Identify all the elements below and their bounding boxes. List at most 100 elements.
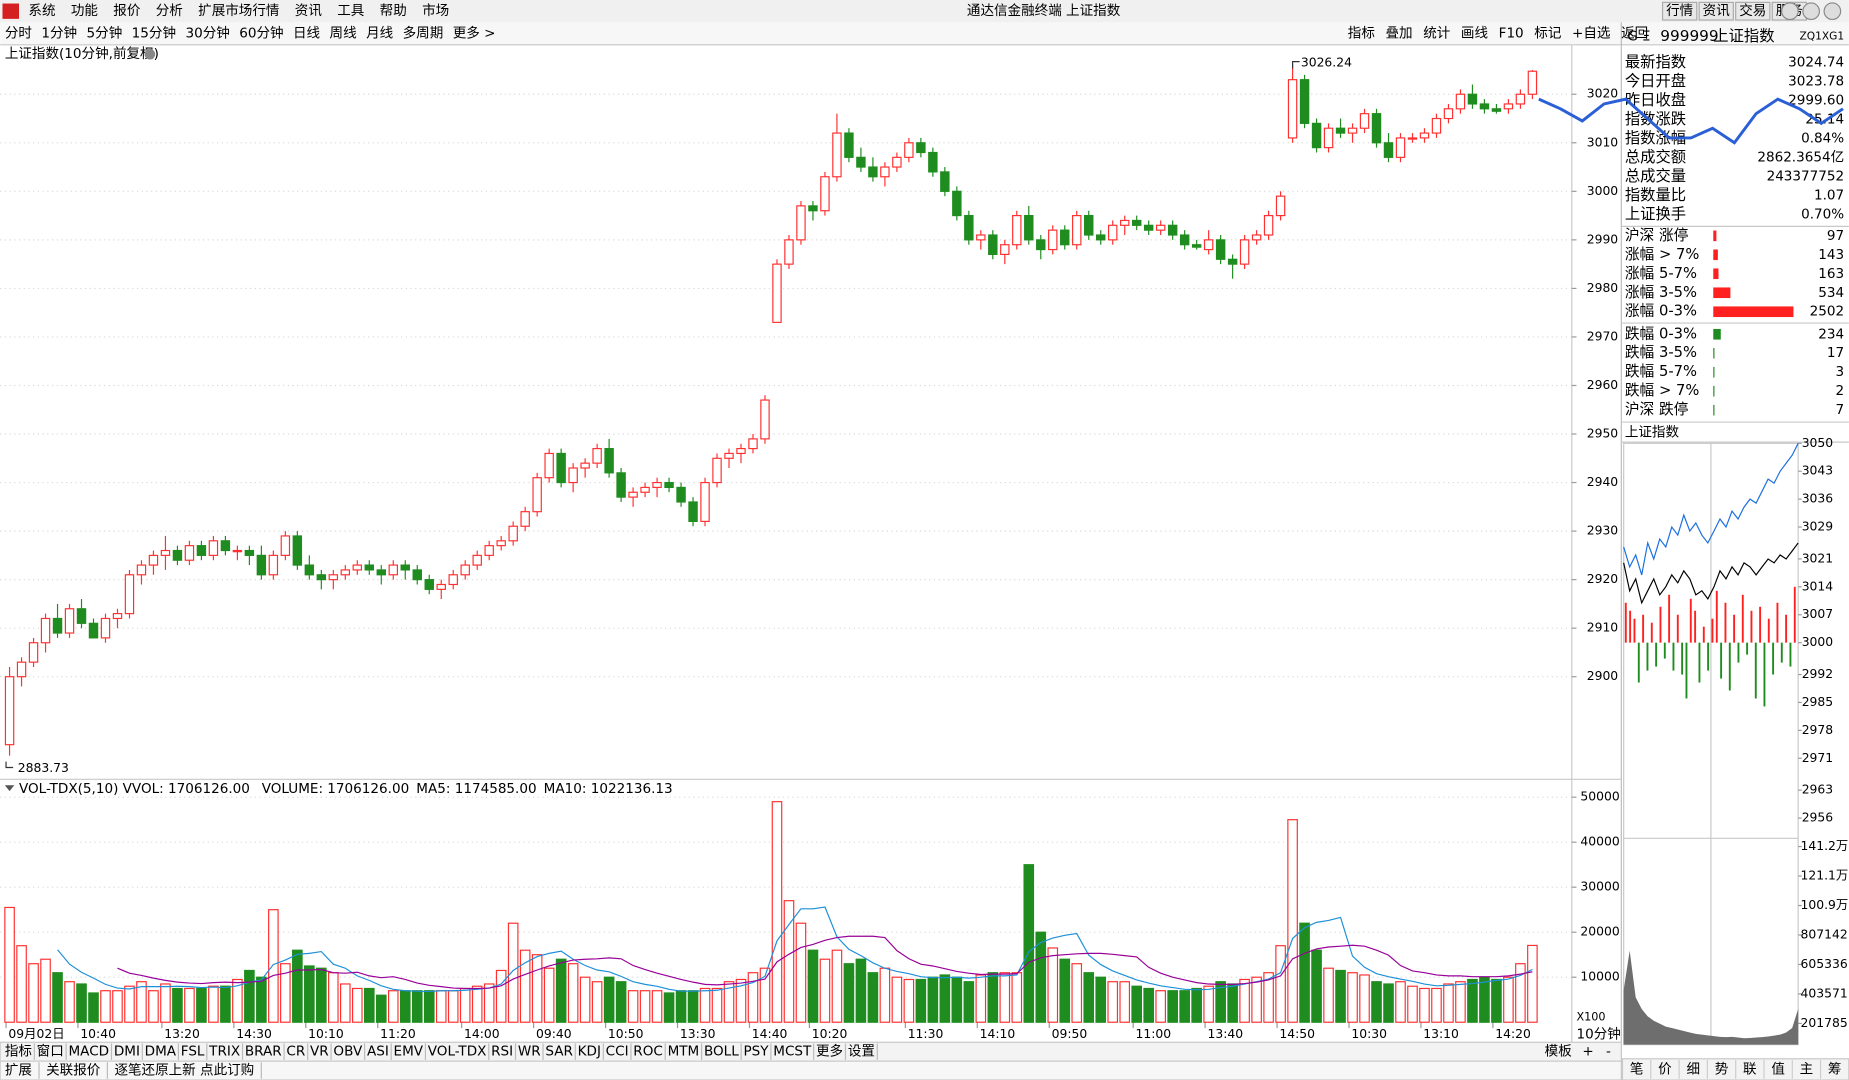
candle-body	[1287, 79, 1298, 139]
top-button[interactable]	[1735, 1, 1771, 21]
indicator-tab[interactable]: EMV	[394, 1044, 424, 1060]
status-item[interactable]: 逐笔还原上新 点此订购	[114, 1063, 254, 1079]
indicator-tab[interactable]: MTM	[668, 1044, 700, 1060]
top-button[interactable]	[1661, 1, 1698, 21]
candle-body	[40, 617, 51, 644]
period-tab[interactable]: 60分钟	[239, 25, 283, 42]
status-item[interactable]: 扩展	[5, 1063, 33, 1079]
indicator-tab[interactable]: MCST	[773, 1044, 812, 1060]
candle-body	[1323, 127, 1334, 149]
menu-item[interactable]: 分析	[156, 3, 183, 19]
indicator-tab[interactable]: MACD	[69, 1044, 110, 1060]
indicator-tab[interactable]: KDJ	[578, 1044, 601, 1060]
volume-bar	[28, 963, 39, 1023]
breadth-label: 跌幅 3-5%	[1625, 344, 1697, 361]
breadth-bar	[1663, 642, 1666, 659]
window-button[interactable]	[1823, 2, 1842, 21]
top-button-label[interactable]: 交易	[1739, 2, 1766, 19]
indicator-tab[interactable]: 设置	[848, 1044, 875, 1060]
side-tab[interactable]: 势	[1715, 1061, 1729, 1077]
side-tab[interactable]: 价	[1658, 1061, 1672, 1077]
top-button-label[interactable]: 资讯	[1703, 3, 1731, 19]
period-tab[interactable]: 5分钟	[87, 25, 123, 42]
indicator-tab[interactable]: WR	[518, 1044, 541, 1060]
indicator-tab[interactable]: 指标	[5, 1044, 32, 1060]
candle-body	[1515, 93, 1526, 105]
side-tab[interactable]: 联	[1743, 1061, 1757, 1077]
side-tab[interactable]: 笔	[1630, 1061, 1644, 1077]
indicator-tab[interactable]: 窗口	[37, 1043, 64, 1060]
menu-item[interactable]: 功能	[71, 3, 99, 19]
side-tab[interactable]: 筹	[1828, 1060, 1842, 1077]
menu-item[interactable]: 帮助	[380, 3, 407, 19]
indicator-tab[interactable]: BOLL	[704, 1044, 739, 1060]
indicator-tab[interactable]: ASI	[367, 1044, 389, 1060]
volume-bar	[64, 981, 75, 1023]
indicator-tab[interactable]: 更多	[816, 1043, 843, 1060]
menu-item[interactable]: 资讯	[295, 3, 323, 19]
indicator-tab[interactable]: PSY	[743, 1044, 769, 1060]
more-button[interactable]: 更多 >	[453, 25, 496, 42]
window-button[interactable]	[1781, 2, 1799, 21]
y-tick-label: 50000	[1580, 790, 1619, 804]
menu-item[interactable]: 工具	[337, 3, 365, 19]
status-item[interactable]: 关联报价	[46, 1063, 101, 1079]
side-tab[interactable]: 细	[1686, 1061, 1700, 1077]
indicator-tab[interactable]: DMI	[114, 1044, 140, 1060]
tool-button[interactable]: +自选	[1572, 26, 1611, 42]
period-tab[interactable]: 15分钟	[132, 25, 176, 42]
template-button[interactable]: +	[1582, 1044, 1593, 1060]
tool-button[interactable]: 统计	[1423, 26, 1450, 42]
tool-button[interactable]: 指标	[1348, 26, 1375, 42]
volume-bar	[603, 976, 615, 1023]
top-button-label[interactable]: 行情	[1666, 3, 1693, 19]
period-tab[interactable]: 月线	[366, 26, 394, 42]
indicator-tab[interactable]: CCI	[606, 1044, 629, 1060]
candle-body	[940, 171, 950, 192]
period-tab[interactable]: 30分钟	[185, 25, 229, 42]
side-tab[interactable]: 主	[1800, 1061, 1814, 1077]
breadth-bar	[1754, 642, 1757, 699]
indicator-title: VOL-TDX(5,10) VVOL: 1706126.00	[19, 781, 250, 797]
tool-button[interactable]: F10	[1499, 26, 1524, 42]
breadth-bar	[1776, 602, 1779, 643]
candle-body	[1407, 137, 1418, 140]
tool-button[interactable]: 返回	[1621, 26, 1648, 42]
indicator-tab[interactable]: BRAR	[245, 1044, 282, 1060]
period-tab[interactable]: 多周期	[403, 25, 444, 42]
tool-button[interactable]: 画线	[1461, 26, 1489, 42]
indicator-tab[interactable]: VR	[310, 1044, 329, 1060]
title-button[interactable]	[144, 48, 156, 60]
side-tab[interactable]: 值	[1771, 1061, 1785, 1077]
volume-bar	[1179, 990, 1190, 1023]
volume-bar	[927, 976, 939, 1023]
period-tab[interactable]: 1分钟	[41, 25, 77, 42]
volume-bar	[1167, 990, 1178, 1023]
volume-bar	[220, 985, 231, 1023]
tool-button[interactable]: 标记	[1534, 26, 1562, 42]
candle-body	[736, 447, 746, 455]
indicator-tab[interactable]: VOL-TDX	[428, 1044, 487, 1060]
period-tab[interactable]: 分时	[5, 26, 33, 42]
indicator-tab[interactable]: ROC	[633, 1044, 663, 1060]
menu-item[interactable]: 报价	[113, 3, 141, 19]
template-button[interactable]: -	[1606, 1044, 1611, 1060]
breadth-bar	[1713, 347, 1715, 359]
window-button[interactable]	[1802, 2, 1820, 21]
indicator-tab[interactable]: RSI	[491, 1044, 513, 1060]
indicator-tab[interactable]: FSL	[181, 1044, 205, 1060]
menu-item[interactable]: 系统	[28, 3, 55, 19]
indicator-tab[interactable]: DMA	[145, 1044, 177, 1060]
indicator-tab[interactable]: CR	[286, 1044, 305, 1060]
template-button[interactable]: 模板	[1545, 1044, 1573, 1060]
menu-item[interactable]: 扩展市场行情	[198, 2, 279, 19]
top-button[interactable]	[1698, 1, 1734, 21]
indicator-tab[interactable]: OBV	[333, 1044, 363, 1060]
period-tab[interactable]: 周线	[330, 26, 358, 42]
indicator-tab[interactable]: SAR	[545, 1044, 573, 1060]
menu-item[interactable]: 市场	[422, 2, 449, 19]
tool-button[interactable]: 叠加	[1385, 26, 1412, 42]
x-tick-label: 14:40	[752, 1027, 788, 1041]
indicator-tab[interactable]: TRIX	[208, 1044, 240, 1060]
period-tab[interactable]: 日线	[293, 26, 321, 42]
